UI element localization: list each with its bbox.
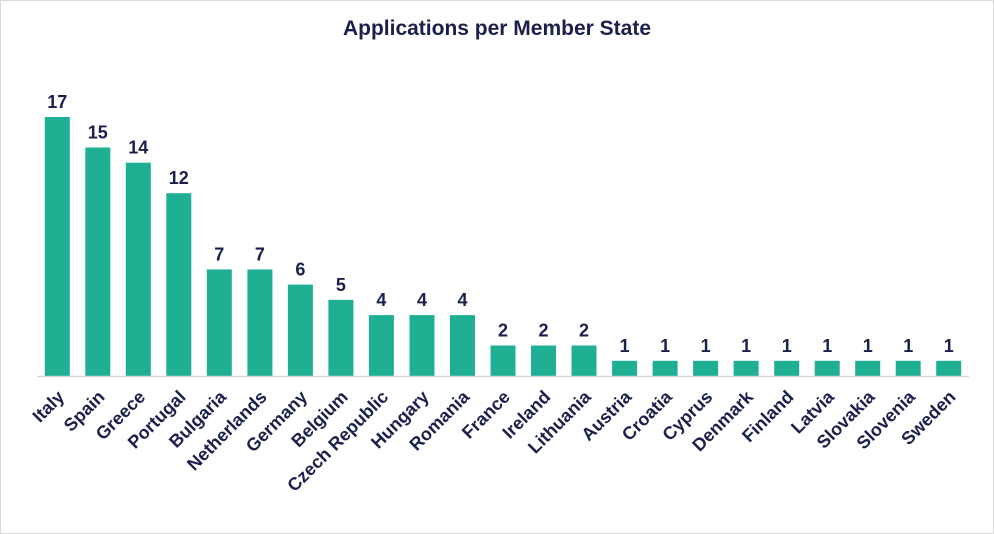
bar-cyprus <box>693 360 719 376</box>
value-label: 1 <box>782 336 792 356</box>
value-label: 1 <box>863 336 873 356</box>
bar-belgium <box>328 299 354 376</box>
value-label: 1 <box>822 336 832 356</box>
bar-spain <box>85 147 111 376</box>
value-label: 2 <box>579 321 589 341</box>
bar-finland <box>774 360 800 376</box>
value-label: 7 <box>255 244 265 264</box>
value-label: 15 <box>88 123 108 143</box>
bar-slovenia <box>895 360 921 376</box>
value-label: 1 <box>944 336 954 356</box>
value-label: 1 <box>741 336 751 356</box>
bar-sweden <box>936 360 962 376</box>
chart-title: Applications per Member State <box>342 17 652 40</box>
bar-austria <box>612 360 638 376</box>
bar-hungary <box>409 315 435 376</box>
bar-denmark <box>733 360 759 376</box>
value-label: 14 <box>128 138 148 158</box>
value-label: 4 <box>457 290 467 310</box>
value-label: 1 <box>620 336 630 356</box>
bar-romania <box>450 315 475 376</box>
bar-czech-republic <box>368 315 394 376</box>
bar-ireland <box>531 345 556 376</box>
value-labels-group: 17 15 14 12 7 7 6 5 4 4 4 2 2 2 1 1 1 1 1 1 1 1 1 <box>47 92 953 356</box>
bars-group <box>44 117 962 376</box>
bar-france <box>490 345 516 376</box>
value-label: 2 <box>498 321 508 341</box>
value-label: 1 <box>701 336 711 356</box>
value-label: 6 <box>295 260 305 280</box>
category-labels-group: ItalySpainGreecePortugalBulgariaNetherla… <box>29 386 960 496</box>
value-label: 5 <box>336 275 346 295</box>
bar-latvia <box>814 360 840 376</box>
value-label: 1 <box>660 336 670 356</box>
bar-slovakia <box>855 360 881 376</box>
bar-greece <box>125 162 151 376</box>
bar-germany <box>287 284 313 376</box>
value-label: 1 <box>903 336 913 356</box>
bar-lithuania <box>571 345 597 376</box>
value-label: 4 <box>376 290 386 310</box>
value-label: 12 <box>169 168 189 188</box>
value-label: 17 <box>47 92 67 112</box>
bar-bulgaria <box>206 269 232 376</box>
bar-portugal <box>166 193 192 376</box>
value-label: 4 <box>417 290 427 310</box>
bar-croatia <box>652 360 678 376</box>
bar-netherlands <box>247 269 273 376</box>
value-label: 7 <box>214 244 224 264</box>
value-label: 2 <box>538 321 548 341</box>
bar-italy <box>44 117 70 376</box>
